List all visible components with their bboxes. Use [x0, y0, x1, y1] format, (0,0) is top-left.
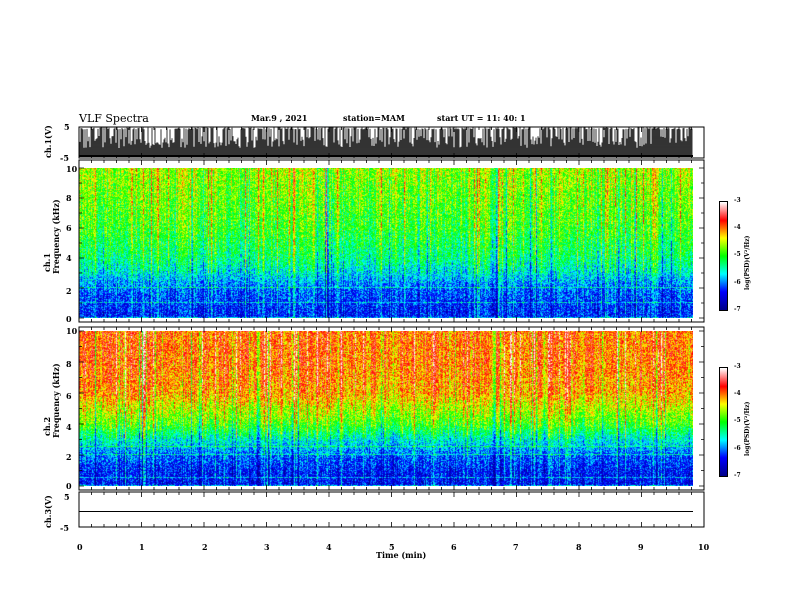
x-tick: 7 [513, 542, 519, 552]
x-tick: 3 [264, 542, 270, 552]
x-tick: 10 [698, 542, 710, 552]
ch2-spectrogram [79, 331, 693, 486]
ch1-spec-label-frequency: Frequency (kHz) [51, 199, 61, 274]
ch2-spec-tick: 0 [66, 481, 72, 491]
panel-frame [78, 159, 705, 323]
figure-title: VLF Spectra [79, 112, 149, 125]
ch1-colorbar-title: log(PSD)(V²/Hz) [744, 235, 751, 290]
x-tick: 5 [389, 542, 395, 552]
x-axis-label: Time (min) [376, 550, 427, 560]
x-tick: 4 [326, 542, 332, 552]
ch1-spec-tick: 0 [66, 314, 72, 324]
station-text: station=MAM [343, 113, 405, 123]
panel-frame [78, 326, 705, 491]
ch1-wave-label: ch.1(V) [43, 125, 53, 158]
ch1-colorbar-tick: -3 [734, 197, 741, 204]
axis-ticks [78, 127, 705, 527]
ch2-spec-tick: 8 [66, 359, 72, 369]
x-tick: 6 [451, 542, 457, 552]
ch2-colorbar-tick: -5 [734, 417, 741, 424]
ch2-spec-tick: 4 [66, 422, 72, 432]
x-tick: 0 [77, 542, 83, 552]
ch1-colorbar [719, 201, 728, 311]
ch1-waveform-trace [79, 127, 693, 157]
x-tick: 1 [139, 542, 145, 552]
ch1-colorbar-tick: -5 [734, 251, 741, 258]
ch1-colorbar-tick: -7 [734, 306, 741, 313]
ch2-colorbar [719, 367, 728, 477]
ch1-spec-tick: 6 [66, 223, 72, 233]
ch2-colorbar-tick: -7 [734, 472, 741, 479]
ch1-spec-tick: 4 [66, 253, 72, 263]
ch2-colorbar-tick: -4 [734, 390, 741, 397]
ch2-spec-tick: 2 [66, 452, 72, 462]
ch3-wave-tick-bottom: -5 [60, 523, 69, 533]
ch2-spec-label-frequency: Frequency (kHz) [51, 363, 61, 438]
date-text: Mar.9 , 2021 [251, 113, 308, 123]
panel-frame [78, 491, 705, 528]
x-tick: 8 [576, 542, 582, 552]
ch1-colorbar-tick: -6 [734, 279, 741, 286]
start-time-text: start UT = 11: 40: 1 [437, 113, 526, 123]
ch1-wave-tick-top: 5 [64, 122, 70, 132]
ch2-spec-tick: 10 [66, 326, 78, 336]
ch1-wave-tick-bottom: -5 [60, 153, 69, 163]
ch3-wave-tick-top: 5 [64, 492, 70, 502]
ch1-spec-tick: 8 [66, 193, 72, 203]
x-tick: 9 [638, 542, 644, 552]
ch1-spec-tick: 2 [66, 286, 72, 296]
ch2-spec-tick: 6 [66, 391, 72, 401]
ch2-colorbar-tick: -3 [734, 363, 741, 370]
ch1-spec-tick: 10 [66, 164, 78, 174]
ch3-wave-label: ch.3(V) [43, 495, 53, 528]
x-tick: 2 [202, 542, 208, 552]
ch1-spectrogram [79, 168, 693, 318]
ch2-colorbar-title: log(PSD)(V²/Hz) [744, 401, 751, 456]
ch2-colorbar-tick: -6 [734, 445, 741, 452]
ch1-colorbar-tick: -4 [734, 224, 741, 231]
